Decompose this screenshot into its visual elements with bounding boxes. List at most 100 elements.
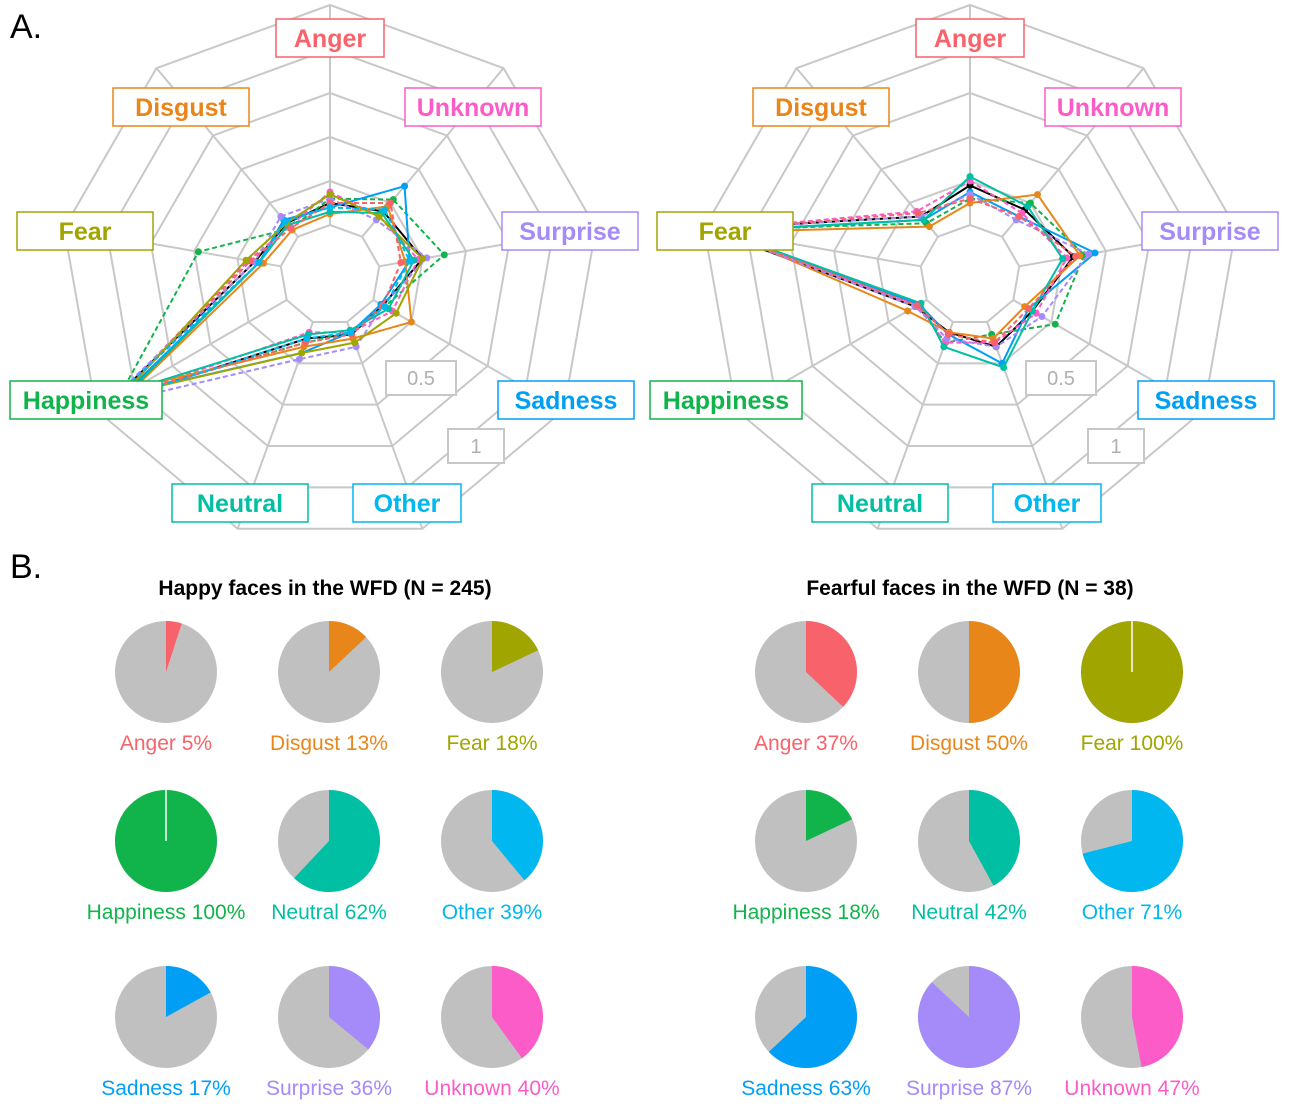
pie-label: Sadness 17% [101,1077,231,1100]
radar-series-line [121,184,411,396]
radar-axis-label-anger: Anger [934,25,1007,53]
pie-value-slice [294,790,380,892]
radar-series-point [381,303,389,311]
radar-series-point [944,330,952,338]
radar-ring-label-box [1025,360,1097,396]
radar-axis-label-box [404,87,542,127]
radar-ring-label: 1 [470,436,481,458]
pie-chart-sadness: Sadness 63% [721,965,891,1103]
pie-chart-disgust: Disgust 50% [884,620,1054,758]
radar-axis-label-happiness: Happiness [23,387,149,415]
radar-axis-label-box [497,380,635,420]
pie-graphic [918,966,1020,1068]
radar-series-point [281,218,289,226]
pie-label: Fear 100% [1080,732,1184,755]
pie-graphic [918,621,1020,723]
panel-b-label: B. [10,548,43,586]
pie-chart-happiness: Happiness 100% [81,789,251,927]
radar-series-point [386,199,394,207]
radar-series-point [351,339,359,347]
radar-series-point [242,256,250,264]
radar-series-point [1000,363,1008,371]
radar-charts: 0.5 1 Anger Unknown Surprise Sadness Other Neut… [9,3,1279,530]
radar-series-line [108,206,411,404]
pie-graphic [115,966,217,1068]
radar-axis-label-neutral: Neutral [197,490,283,518]
radar-series-point [381,206,389,214]
pie-chart-neutral: Neutral 42% [884,789,1054,927]
pie-value-slice [329,621,367,672]
radar-grid-ring [106,47,554,489]
pie-label: Neutral 42% [911,901,1027,924]
pie-chart-other: Other 71% [1047,789,1217,927]
radar-series-point [326,190,334,198]
pie-label: Anger 5% [119,732,213,755]
pies-title-fearful: Fearful faces in the WFD (N = 38) [806,577,1134,600]
radar-series-point [298,349,306,357]
radar-axis-label-box [992,483,1102,523]
radar-series-point [1091,249,1099,257]
radar-series-point [1025,305,1033,313]
panel-a-label: A. [10,8,43,46]
radar-series-point [419,255,427,263]
radar-series-point [407,318,415,326]
radar-series-point [1038,313,1046,320]
pies-title-happy: Happy faces in the WFD (N = 245) [158,577,492,600]
pie-value-slice [492,966,543,1059]
radar-grid-ring [193,135,467,406]
radar-series-point [913,302,921,309]
pie-value-slice [768,966,857,1068]
radar-ring-label: 0.5 [1047,368,1075,390]
radar-series-point [392,309,400,317]
radar-series-point [277,212,285,220]
pie-chart-neutral: Neutral 62% [244,789,414,927]
radar-axis-label-happiness: Happiness [663,387,789,415]
radar-series-point [397,258,405,266]
pie-graphic [278,621,380,723]
radar-ring-label-box [385,360,457,396]
radar-ring-label: 0.5 [407,368,435,390]
radar-series-line [102,197,429,407]
radar-axis-label-disgust: Disgust [775,94,867,122]
radar-series-point [1024,202,1032,210]
radar-grid-ring [149,91,511,448]
radar-series-point [1015,212,1023,220]
pie-chart-fear: Fear 18% [407,620,577,758]
pie-label: Other 71% [1081,901,1183,924]
radar-series-point [991,339,999,347]
pie-value-slice [1132,966,1183,1068]
pie-chart-surprise: Surprise 36% [244,965,414,1103]
radar-series-point [925,223,933,231]
radar-series-line [117,197,446,399]
pie-chart-anger: Anger 5% [81,620,251,758]
radar-axis-label-box [811,483,949,523]
radar-axis-label-anger: Anger [294,25,367,53]
pie-chart-sadness: Sadness 17% [81,965,251,1103]
radar-series-point [440,251,448,259]
radar-axis-label-box [171,483,309,523]
pie-label: Unknown 47% [1064,1077,1200,1100]
radar-series-point [287,224,295,232]
pie-graphic [441,966,543,1068]
radar-axis-label-neutral: Neutral [837,490,923,518]
radar-series-point [326,203,334,211]
radar-series-point [295,355,303,363]
pie-chart-anger: Anger 37% [721,620,891,758]
pie-graphic [1081,790,1183,892]
radar-series-line [119,193,424,397]
pie-graphic [441,621,543,723]
pie-label: Anger 37% [754,732,858,755]
pie-value-slice [329,966,380,1050]
pie-value-slice [806,790,853,841]
radar-axis-label-other: Other [374,490,441,518]
radar-axis-label-box [9,380,163,420]
radar-series-point [303,335,311,343]
radar-axis-label-unknown: Unknown [1057,94,1170,122]
radar-axis-label-box [656,211,794,251]
pie-graphic [918,790,1020,892]
pie-label: Other 39% [441,901,543,924]
radar-axis-label-box [649,380,803,420]
radar-axis-label-other: Other [1014,490,1081,518]
pie-chart-unknown: Unknown 40% [407,965,577,1103]
pie-value-slice [969,790,1020,886]
